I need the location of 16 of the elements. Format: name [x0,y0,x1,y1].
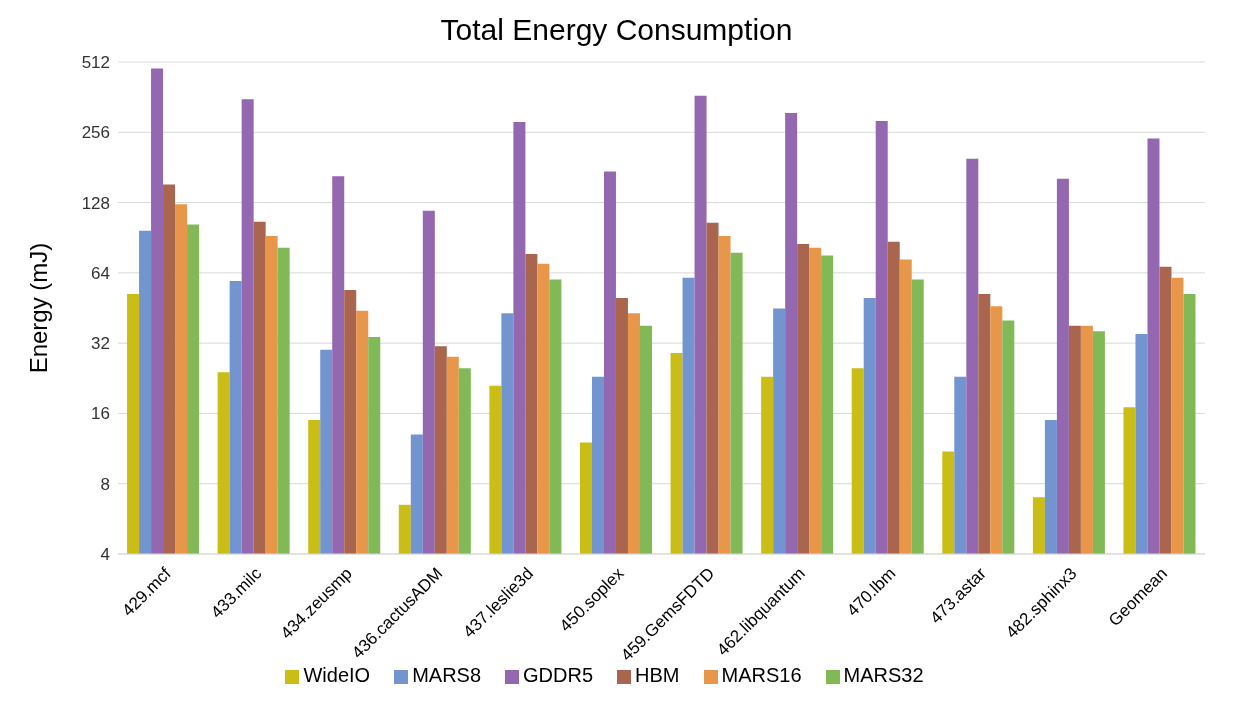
legend-label: MARS16 [721,664,802,686]
legend-label: WideIO [303,664,371,686]
legend-label: GDDR5 [523,664,594,686]
y-tick-label: 128 [81,193,110,213]
y-axis-title: Energy (mJ) [24,242,52,374]
y-tick-label: 512 [81,53,110,73]
y-tick-label: 16 [91,404,110,424]
legend-label: MARS8 [412,664,482,686]
chart-title: Total Energy Consumption [439,12,794,48]
legend-label: HBM [635,664,680,686]
y-tick-label: 8 [100,474,110,494]
y-tick-label: 256 [81,123,110,143]
y-tick-label: 4 [100,545,110,565]
y-tick-label: 32 [91,334,110,354]
y-tick-label: 64 [91,263,110,283]
legend-label: MARS32 [843,664,924,686]
